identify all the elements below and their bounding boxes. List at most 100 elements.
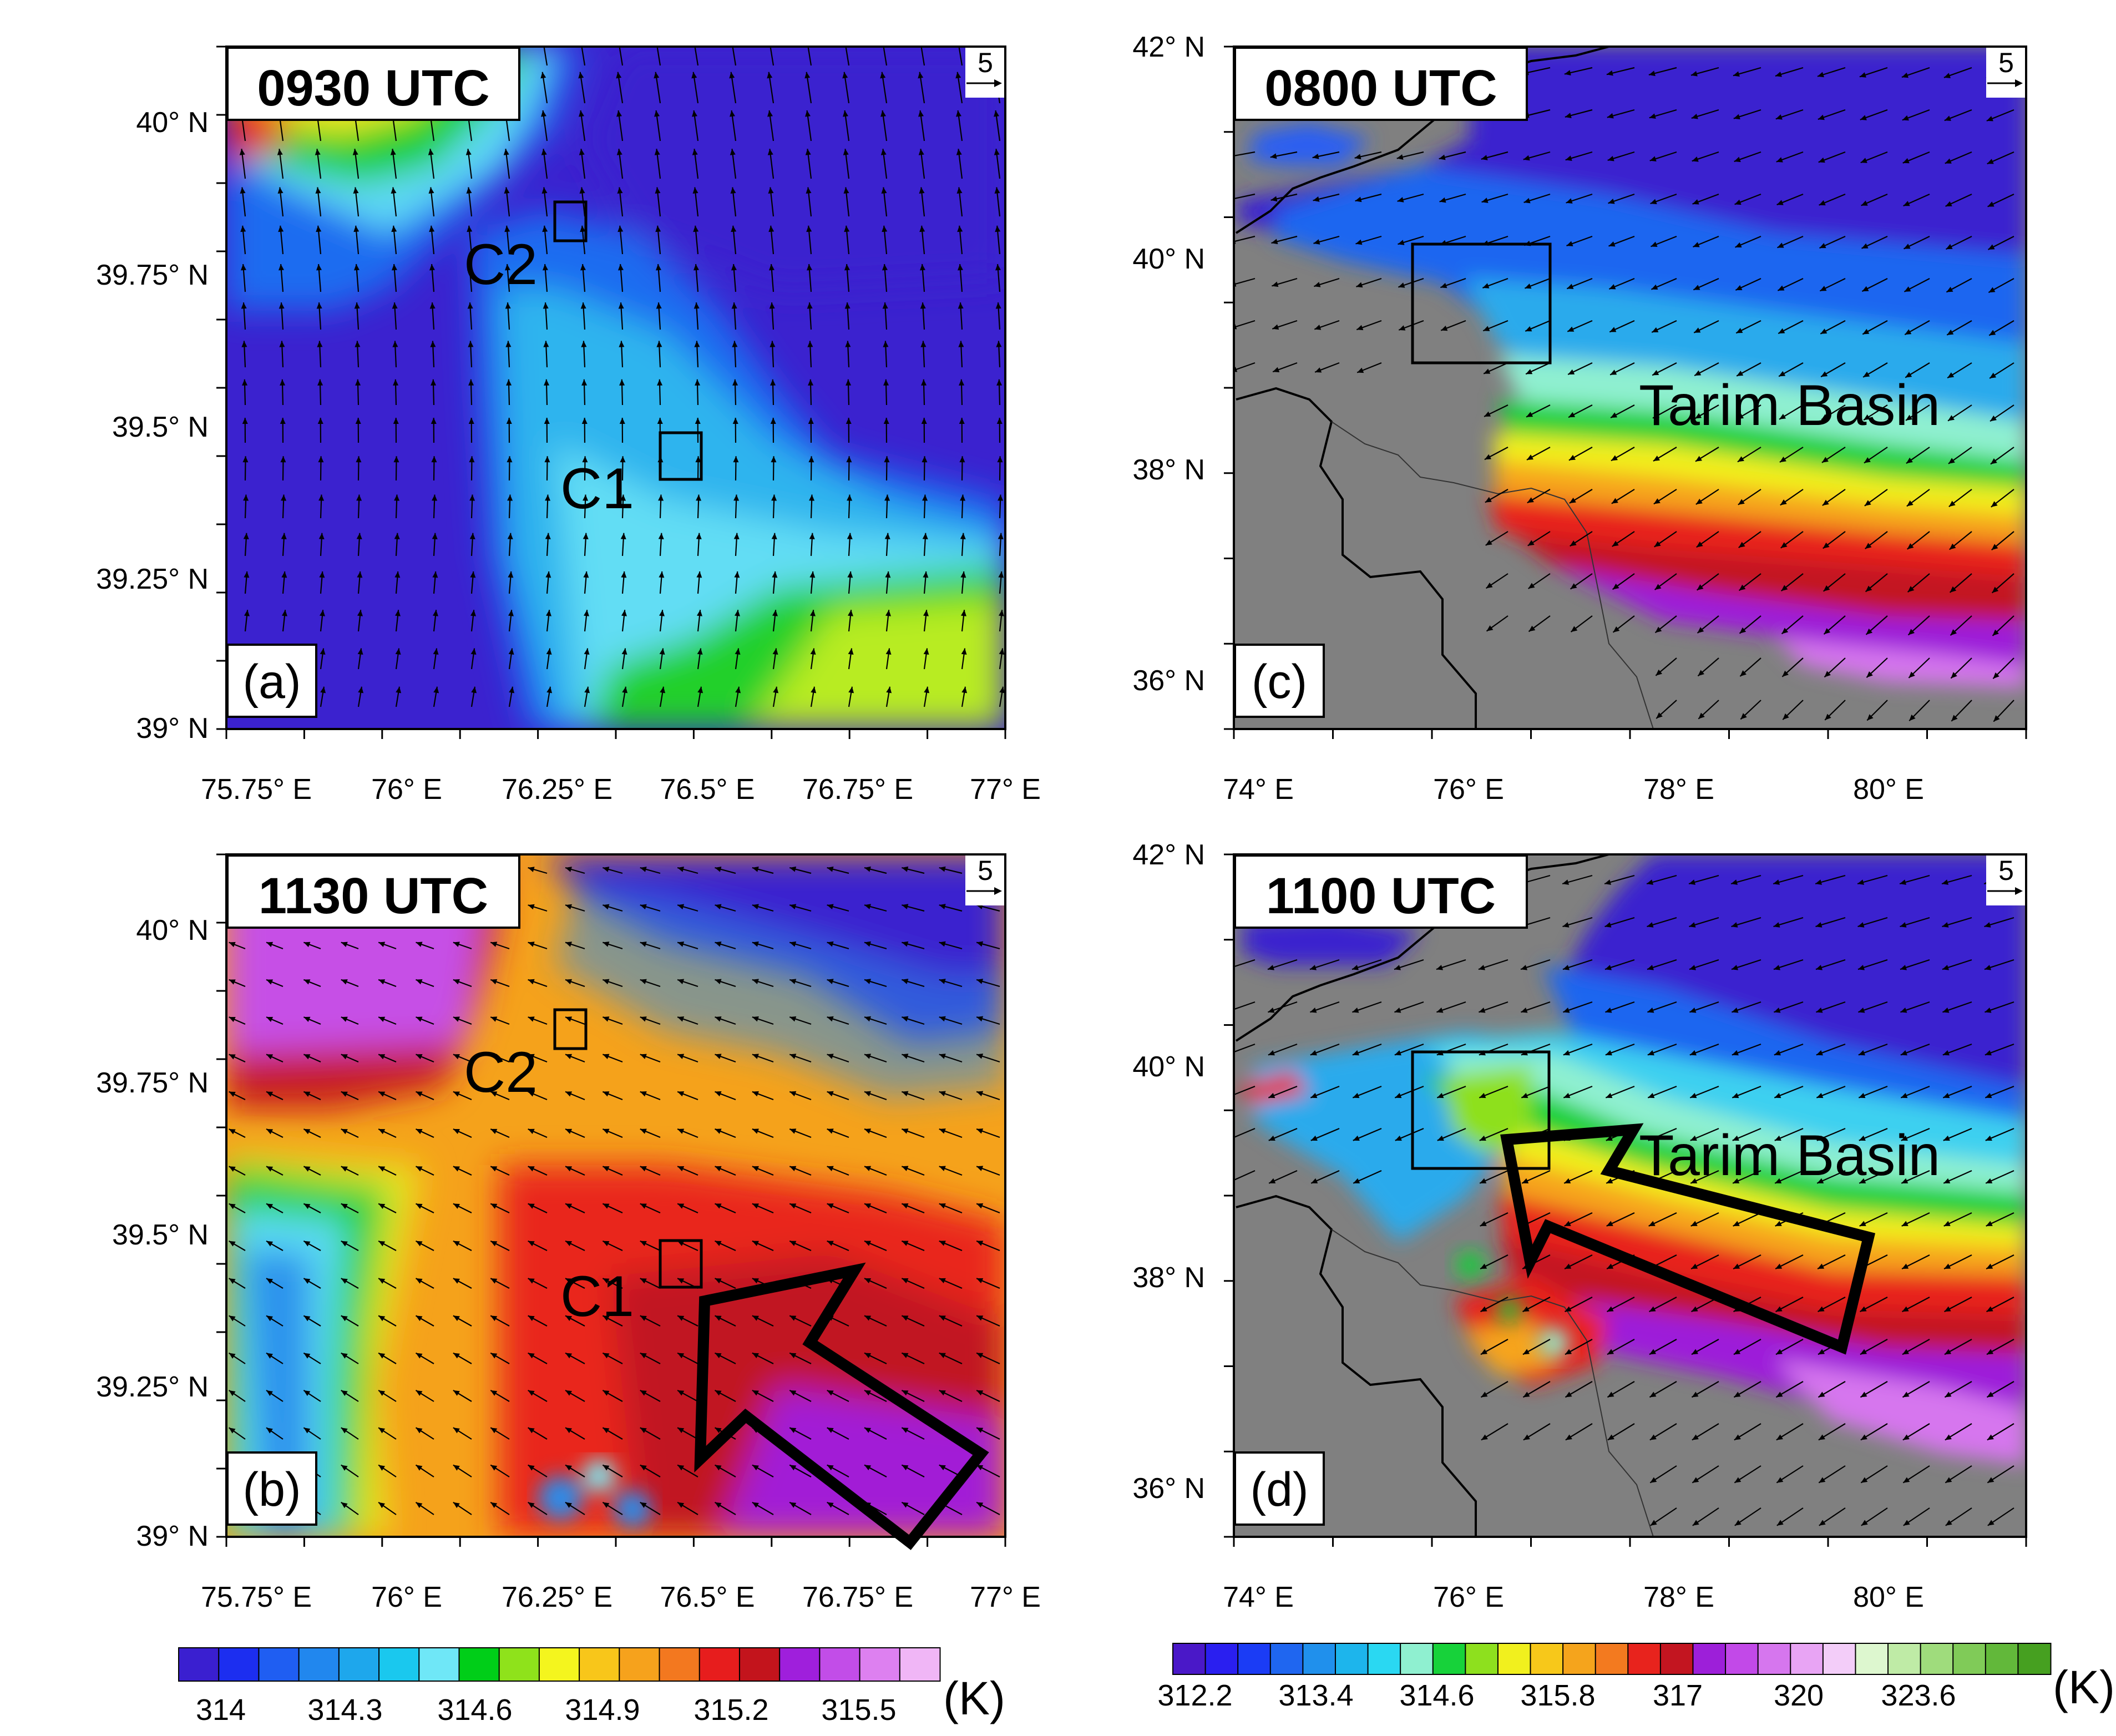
wind-vector-head	[1483, 326, 1490, 331]
wind-vector-head	[1860, 1306, 1867, 1312]
wind-vector-head	[994, 187, 1000, 194]
wind-vector-head	[1399, 325, 1406, 331]
wind-vector-head	[1565, 1391, 1572, 1398]
wind-vector-head	[1942, 965, 1949, 970]
wind-vector-head	[1694, 327, 1701, 333]
wind-vector-head	[677, 1315, 685, 1321]
wind-vector-head	[466, 187, 472, 194]
panel-c: 42° N 40° N 38° N 36° N 74° E 76° E 78° …	[1132, 31, 2027, 806]
wind-vector-head	[1570, 583, 1577, 589]
wind-vector-head	[303, 1091, 311, 1097]
wind-vector-head	[693, 264, 699, 271]
wind-vector-head	[303, 1278, 311, 1284]
wind-vector-head	[1781, 585, 1788, 591]
wind-vector-head	[1695, 455, 1702, 462]
colorbar-swatch	[779, 1647, 821, 1682]
wind-vector-head	[654, 110, 660, 117]
wind-vector-head	[733, 494, 740, 501]
wind-vector-head	[229, 1091, 236, 1097]
wind-vector-head	[1942, 1007, 1950, 1013]
axis-ticks-d	[1224, 853, 2027, 1547]
wind-vector-head	[355, 417, 361, 424]
wind-vector-head	[1311, 1178, 1318, 1183]
wind-vector-head	[490, 1502, 498, 1509]
wind-vector-head	[1481, 1391, 1488, 1398]
wind-vector-head	[789, 941, 797, 947]
wind-vector-head	[1563, 1092, 1571, 1099]
wind-vector-head	[1352, 1007, 1359, 1013]
wind-vector-head	[884, 494, 890, 501]
wind-vector-head	[808, 456, 814, 463]
wind-vector-head	[1779, 371, 1786, 377]
wind-vector-head	[1523, 1391, 1530, 1398]
wind-vector-head	[616, 33, 621, 40]
site-label-c1: C1	[560, 457, 634, 521]
wind-vector-head	[655, 225, 661, 232]
wind-vector-head	[546, 648, 552, 655]
wind-vector-head	[315, 149, 321, 155]
wind-vector-head	[453, 1278, 460, 1284]
wind-vector-head	[1825, 713, 1831, 720]
wind-vector-head	[490, 1353, 498, 1359]
wind-vector-head	[844, 264, 850, 271]
panel-label: (b)	[242, 1463, 301, 1516]
wind-vector-head	[1525, 326, 1532, 332]
wind-vector-head	[1486, 583, 1493, 589]
colorbar-swatch	[698, 1647, 741, 1682]
wind-vector-head	[266, 1241, 274, 1247]
wind-vector-head	[266, 1278, 273, 1284]
wind-vector-head	[808, 417, 814, 424]
wind-vector-head	[1479, 1135, 1486, 1141]
wind-vector-head	[922, 456, 928, 463]
wind-vector-head	[378, 1054, 386, 1060]
wind-vector-head	[1733, 1349, 1741, 1355]
wind-vector-head	[320, 686, 326, 694]
colorbar-swatch	[619, 1647, 661, 1682]
wind-vector-head	[806, 225, 812, 232]
wind-vector-head	[677, 1353, 685, 1359]
wind-vector-head	[1607, 155, 1614, 161]
wind-vector-head	[902, 904, 909, 909]
wind-vector-head	[1526, 412, 1533, 417]
panel-b: 40° N 39.75° N 39.5° N 39.25° N 39° N 75…	[96, 853, 1041, 1613]
colorbar-swatch	[1594, 1643, 1629, 1675]
wind-vector-head	[1818, 1306, 1825, 1312]
wind-vector-head	[1356, 325, 1364, 331]
lat-tick-label: 40° N	[1132, 1051, 1205, 1083]
wind-vector-head	[1902, 1349, 1910, 1355]
wind-vector-head	[1943, 1221, 1951, 1226]
wind-vector-head	[416, 1390, 423, 1396]
wind-vector-head	[1690, 1178, 1698, 1183]
wind-vector-head	[431, 417, 437, 424]
wind-vector-head	[490, 1128, 498, 1134]
wind-vector-head	[1607, 1349, 1614, 1355]
wind-vector-head	[1948, 415, 1955, 421]
wind-vector-head	[1227, 1178, 1233, 1183]
wind-vector-head	[229, 942, 236, 948]
lon-tick-label: 76° E	[371, 1581, 442, 1613]
wind-vector-head	[1480, 1178, 1487, 1183]
wind-vector-head	[1740, 670, 1747, 677]
wind-vector-head	[621, 571, 627, 578]
wind-vector-head	[1520, 965, 1527, 970]
wind-vector-head	[1611, 498, 1618, 504]
wind-vector-head	[266, 979, 274, 985]
colorbar-swatch	[1237, 1643, 1272, 1675]
wind-vector-head	[924, 686, 930, 694]
wind-vector-head	[1654, 584, 1662, 590]
wind-vector-head	[341, 942, 348, 948]
wind-vector-head	[303, 979, 311, 985]
wind-vector-head	[416, 1091, 423, 1097]
wind-vector-head	[677, 867, 685, 872]
wind-vector-head	[229, 979, 236, 985]
wind-vector-head	[1567, 326, 1575, 332]
wind-vector-head	[1817, 1178, 1824, 1183]
lat-tick-label: 38° N	[1132, 1262, 1205, 1294]
wind-vector-head	[357, 610, 363, 616]
province-border	[1331, 1229, 1654, 1537]
colorbar-left-label: 315.2	[693, 1693, 768, 1727]
wind-vector-head	[617, 187, 623, 194]
wind-vector-head	[1310, 1050, 1317, 1056]
wind-vector-head	[1605, 1050, 1612, 1056]
site-box-c2	[553, 200, 588, 242]
